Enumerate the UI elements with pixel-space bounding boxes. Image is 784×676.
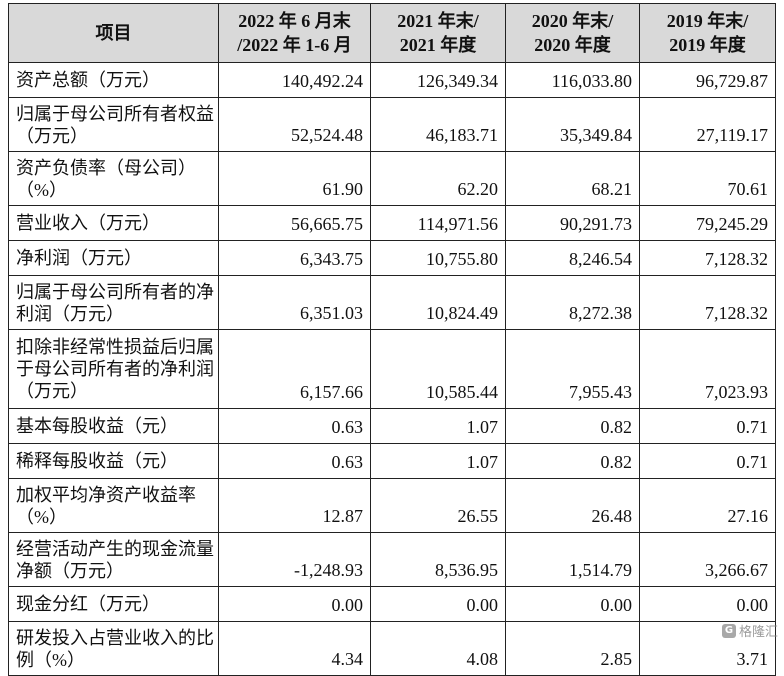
header-2019-line1: 2019 年末/ xyxy=(666,11,749,31)
row-deducted-net-profit: 扣除非经常性损益后归属于母公司所有者的净利润（万元） 6,157.66 10,5… xyxy=(8,329,776,409)
row-label: 加权平均净资产收益率（%） xyxy=(8,478,219,533)
header-2021-line1: 2021 年末/ xyxy=(397,11,479,31)
row-parent-equity: 归属于母公司所有者权益（万元） 52,524.48 46,183.71 35,3… xyxy=(8,97,776,152)
header-2022-h1-line2: /2022 年 1-6 月 xyxy=(237,35,352,55)
row-label: 基本每股收益（元） xyxy=(8,408,219,444)
cell-2021: 8,536.95 xyxy=(370,532,506,587)
cell-2022-h1: 0.63 xyxy=(218,443,371,479)
cell-2021: 62.20 xyxy=(370,151,506,206)
cell-2022-h1: 61.90 xyxy=(218,151,371,206)
cell-2019: 7,023.93 xyxy=(639,329,776,409)
cell-2022-h1: 52,524.48 xyxy=(218,97,371,152)
header-2020-line2: 2020 年度 xyxy=(534,35,611,55)
cell-2020: 35,349.84 xyxy=(505,97,640,152)
watermark-logo-icon: G xyxy=(721,623,736,638)
cell-2019: 96,729.87 xyxy=(639,62,776,98)
cell-2019: 0.00 xyxy=(639,586,776,622)
row-cash-dividend: 现金分红（万元） 0.00 0.00 0.00 0.00 xyxy=(8,586,776,622)
header-2020: 2020 年末/ 2020 年度 xyxy=(505,3,640,63)
row-label: 经营活动产生的现金流量净额（万元） xyxy=(8,532,219,587)
cell-2022-h1: 4.34 xyxy=(218,621,371,676)
cell-2022-h1: 12.87 xyxy=(218,478,371,533)
cell-2019: 79,245.29 xyxy=(639,205,776,241)
cell-2020: 0.00 xyxy=(505,586,640,622)
cell-2022-h1: 140,492.24 xyxy=(218,62,371,98)
cell-2021: 10,585.44 xyxy=(370,329,506,409)
cell-2019: 7,128.32 xyxy=(639,240,776,276)
row-basic-eps: 基本每股收益（元） 0.63 1.07 0.82 0.71 xyxy=(8,408,776,444)
header-2022-h1: 2022 年 6 月末 /2022 年 1-6 月 xyxy=(218,3,371,63)
cell-2020: 1,514.79 xyxy=(505,532,640,587)
cell-2021: 10,824.49 xyxy=(370,275,506,330)
cell-2019: 70.61 xyxy=(639,151,776,206)
cell-2022-h1: 56,665.75 xyxy=(218,205,371,241)
row-label: 归属于母公司所有者权益（万元） xyxy=(8,97,219,152)
header-2021-line2: 2021 年度 xyxy=(399,35,477,55)
cell-2019: 27.16 xyxy=(639,478,776,533)
cell-2021: 0.00 xyxy=(370,586,506,622)
cell-2022-h1: 6,157.66 xyxy=(218,329,371,409)
row-weighted-roe: 加权平均净资产收益率（%） 12.87 26.55 26.48 27.16 xyxy=(8,478,776,533)
row-label: 营业收入（万元） xyxy=(8,205,219,241)
cell-2022-h1: 6,343.75 xyxy=(218,240,371,276)
cell-2020: 8,246.54 xyxy=(505,240,640,276)
header-2022-h1-line1: 2022 年 6 月末 xyxy=(238,11,351,31)
row-label: 资产负债率（母公司）（%） xyxy=(8,151,219,206)
row-debt-ratio: 资产负债率（母公司）（%） 61.90 62.20 68.21 70.61 xyxy=(8,151,776,206)
cell-2019: 27,119.17 xyxy=(639,97,776,152)
row-rd-ratio: 研发投入占营业收入的比例（%） 4.34 4.08 2.85 3.71 xyxy=(8,621,776,676)
row-revenue: 营业收入（万元） 56,665.75 114,971.56 90,291.73 … xyxy=(8,205,776,241)
cell-2021: 114,971.56 xyxy=(370,205,506,241)
cell-2021: 1.07 xyxy=(370,443,506,479)
cell-2022-h1: 6,351.03 xyxy=(218,275,371,330)
cell-2022-h1: 0.00 xyxy=(218,586,371,622)
header-2020-line1: 2020 年末/ xyxy=(531,11,614,31)
cell-2020: 90,291.73 xyxy=(505,205,640,241)
cell-2020: 68.21 xyxy=(505,151,640,206)
row-label: 现金分红（万元） xyxy=(8,586,219,622)
row-net-profit: 净利润（万元） 6,343.75 10,755.80 8,246.54 7,12… xyxy=(8,240,776,276)
watermark: G 格隆汇 xyxy=(721,621,778,640)
cell-2021: 126,349.34 xyxy=(370,62,506,98)
header-2019-line2: 2019 年度 xyxy=(669,35,746,55)
cell-2020: 0.82 xyxy=(505,443,640,479)
cell-2022-h1: -1,248.93 xyxy=(218,532,371,587)
cell-2019: 0.71 xyxy=(639,443,776,479)
cell-2020: 26.48 xyxy=(505,478,640,533)
row-label: 稀释每股收益（元） xyxy=(8,443,219,479)
cell-2021: 26.55 xyxy=(370,478,506,533)
row-parent-net-profit: 归属于母公司所有者的净利润（万元） 6,351.03 10,824.49 8,2… xyxy=(8,275,776,330)
row-operating-cash-flow: 经营活动产生的现金流量净额（万元） -1,248.93 8,536.95 1,5… xyxy=(8,532,776,587)
cell-2020: 0.82 xyxy=(505,408,640,444)
cell-2020: 116,033.80 xyxy=(505,62,640,98)
cell-2021: 10,755.80 xyxy=(370,240,506,276)
header-row: 项目 2022 年 6 月末 /2022 年 1-6 月 2021 年末/ 20… xyxy=(8,3,776,63)
row-label: 研发投入占营业收入的比例（%） xyxy=(8,621,219,676)
row-label: 归属于母公司所有者的净利润（万元） xyxy=(8,275,219,330)
cell-2022-h1: 0.63 xyxy=(218,408,371,444)
cell-2020: 2.85 xyxy=(505,621,640,676)
cell-2019: 7,128.32 xyxy=(639,275,776,330)
cell-2021: 4.08 xyxy=(370,621,506,676)
header-item: 项目 xyxy=(8,3,219,63)
cell-2019: 3,266.67 xyxy=(639,532,776,587)
watermark-text: 格隆汇 xyxy=(738,625,778,640)
row-label: 净利润（万元） xyxy=(8,240,219,276)
cell-2021: 1.07 xyxy=(370,408,506,444)
row-total-assets: 资产总额（万元） 140,492.24 126,349.34 116,033.8… xyxy=(8,62,776,98)
cell-2020: 7,955.43 xyxy=(505,329,640,409)
header-2021: 2021 年末/ 2021 年度 xyxy=(370,3,506,63)
cell-2021: 46,183.71 xyxy=(370,97,506,152)
row-diluted-eps: 稀释每股收益（元） 0.63 1.07 0.82 0.71 xyxy=(8,443,776,479)
cell-2019: 0.71 xyxy=(639,408,776,444)
row-label: 扣除非经常性损益后归属于母公司所有者的净利润（万元） xyxy=(8,329,219,409)
row-label: 资产总额（万元） xyxy=(8,62,219,98)
cell-2020: 8,272.38 xyxy=(505,275,640,330)
financial-data-table: 项目 2022 年 6 月末 /2022 年 1-6 月 2021 年末/ 20… xyxy=(8,3,776,676)
header-2019: 2019 年末/ 2019 年度 xyxy=(639,3,776,63)
